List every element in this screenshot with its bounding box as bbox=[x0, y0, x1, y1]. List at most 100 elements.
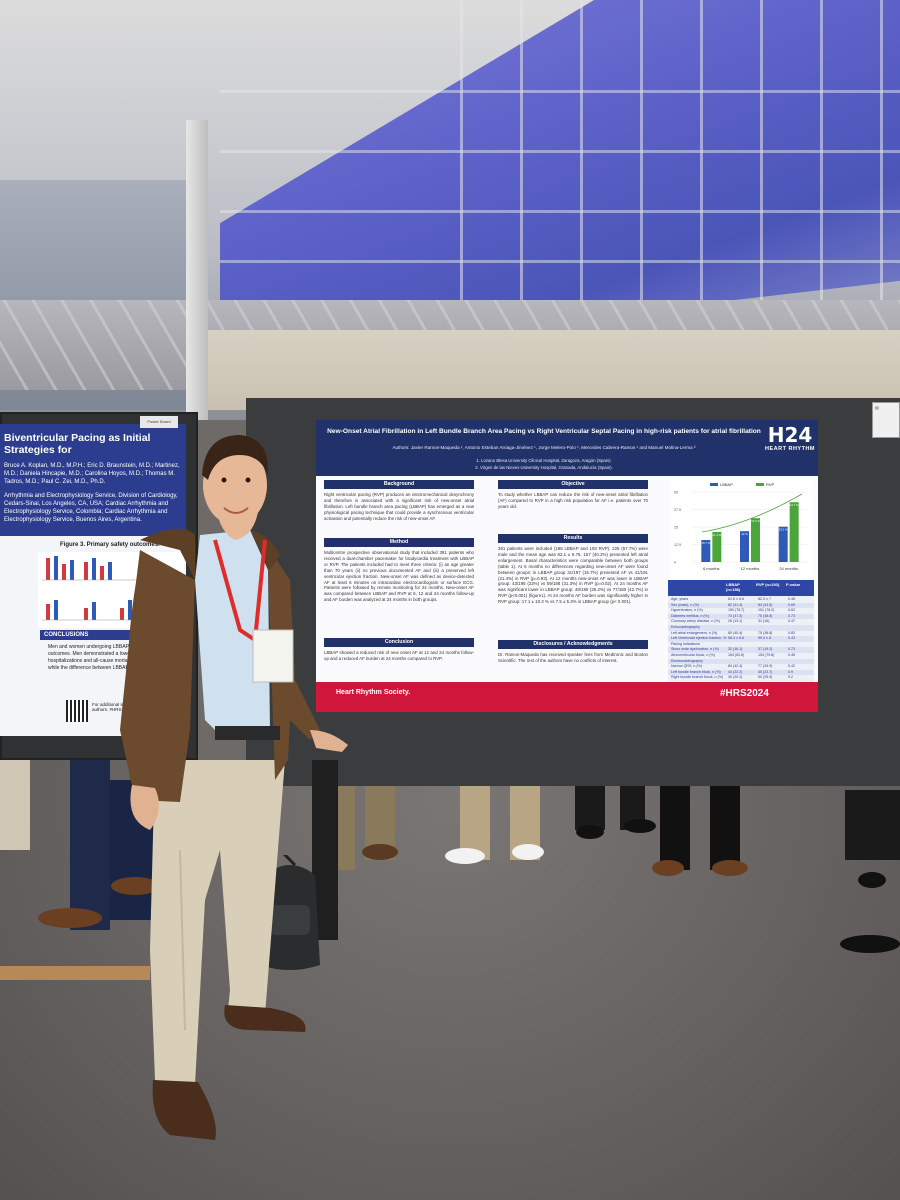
table-row: Narrow QRS, n (%) 84 (42.4) 77 (39.9) 0.42 bbox=[668, 664, 814, 670]
table-cell: 75 (38.8) bbox=[758, 613, 773, 618]
table-row: Left bundle branch block, n (%) 44 (22.2)… bbox=[668, 669, 814, 676]
results-text: 391 patients were included (198 LBBAP an… bbox=[498, 546, 648, 605]
left-arm bbox=[126, 560, 170, 790]
baseline-characteristics-table: LBBAP (n=198) RVP (n=193) P-value Age, y… bbox=[668, 580, 814, 682]
support-pillar bbox=[186, 120, 208, 420]
bar-data-label: 25.2 % bbox=[779, 528, 788, 532]
main-poster: New-Onset Atrial Fibrillation in Left Bu… bbox=[316, 420, 818, 712]
table-cell: Age, years bbox=[671, 597, 689, 601]
heart-rhythm-logo-text: HEART RHYTHM bbox=[765, 446, 815, 452]
legend-lbbap: LBBAP bbox=[720, 482, 733, 487]
table-cell: 0.9 bbox=[788, 669, 793, 674]
y-tick-label: 25 bbox=[674, 526, 678, 530]
method-heading: Method bbox=[324, 538, 474, 547]
table-cell: Sex (male), n (%) bbox=[671, 602, 699, 607]
table-cell: 44 (22.2) bbox=[728, 669, 743, 674]
table-cell: 0.73 bbox=[788, 647, 795, 652]
table-cell: Left atrial enlargement, n (%) bbox=[671, 630, 718, 635]
table-cell: 82 (41.4) bbox=[728, 602, 743, 607]
table-cell: Right bundle branch block, n (%) bbox=[671, 675, 724, 680]
left-poster-figure-title: Figure 3. Primary safety outcomes. bbox=[60, 542, 160, 548]
table-cell: 84 (42.4) bbox=[728, 664, 743, 669]
disclosures-heading: Disclosures / Acknowledgments bbox=[498, 640, 648, 649]
table-cell: 0.43 bbox=[788, 636, 795, 641]
table-cell: Atrioventricular block, n (%) bbox=[671, 653, 715, 657]
y-tick-label: 12.5 bbox=[674, 543, 681, 547]
table-cell: 0.46 bbox=[788, 597, 795, 601]
table-cell: 154 (79.8) bbox=[758, 653, 775, 657]
name-badge bbox=[252, 629, 294, 683]
legend-rvp: RVP bbox=[766, 482, 774, 487]
table-col-lbbap: LBBAP (n=198) bbox=[726, 582, 741, 592]
table-cell: 84 (43.5) bbox=[758, 602, 773, 607]
table-row: Hypertension, n (%) 150 (75.7) 151 (78.2) 0… bbox=[668, 608, 814, 614]
bar-data-label: 31.3 % bbox=[751, 519, 760, 523]
right-shoe bbox=[224, 1005, 306, 1032]
table-cell: 0.47 bbox=[788, 619, 795, 624]
heart-rhythm-logo: H24 HEART RHYTHM bbox=[764, 424, 816, 472]
background-text: Right ventricular pacing (RVP) produces … bbox=[324, 492, 474, 521]
method-text: Multicentre prospective observational st… bbox=[324, 550, 474, 603]
table-cell: Left bundle branch block, n (%) bbox=[671, 669, 721, 674]
left-hand bbox=[130, 785, 159, 830]
bar-lbbap-1 bbox=[740, 531, 749, 562]
table-cell: Pacing indications bbox=[671, 641, 700, 646]
table-cell: 0.42 bbox=[788, 664, 795, 669]
table-cell: 0.69 bbox=[788, 602, 795, 607]
bar-data-label: 42.7 % bbox=[790, 503, 799, 507]
objective-heading: Objective bbox=[498, 480, 648, 489]
table-header: LBBAP (n=198) RVP (n=193) P-value bbox=[668, 580, 814, 596]
table-cell: 31 (16) bbox=[758, 619, 770, 624]
table-row: Diabetes mellitus, n (%) 74 (37.3) 75 (38.… bbox=[668, 613, 814, 620]
new-onset-af-chart: LBBAP RVP 0 12.5 25 37.5 50 15.7 %21.4 % 6 mon… bbox=[670, 480, 812, 580]
table-cell: 0.46 bbox=[788, 653, 795, 657]
back-wall bbox=[200, 330, 900, 410]
table-cell: 26 (13.1) bbox=[728, 619, 743, 624]
table-cell: Electrocardiography bbox=[671, 658, 703, 663]
belt bbox=[215, 726, 280, 740]
khaki-pants bbox=[150, 760, 285, 1085]
trend-line bbox=[701, 493, 803, 533]
board-number-card: ▤ bbox=[872, 402, 900, 438]
table-row: Left Ventricular ejection fraction, % 58.… bbox=[668, 636, 814, 642]
heart-rhythm-logo-mark: H24 bbox=[767, 423, 813, 447]
table-cell: 75 (38.8) bbox=[758, 630, 773, 635]
presenter bbox=[120, 435, 348, 1140]
poster-affiliation-2: 2. Virgen de las Nieves University Hospi… bbox=[475, 465, 613, 470]
table-row: Echocardiography bbox=[668, 625, 814, 631]
left-poster-conclusions-text: Men and women undergoing LBBAP had simil… bbox=[48, 644, 186, 671]
left-poster-header: Biventricular Pacing as Initial Strategi… bbox=[0, 424, 186, 536]
poster-header bbox=[316, 420, 818, 476]
left-poster-affiliation: Arrhythmia and Electrophysiology Service… bbox=[4, 493, 178, 523]
table-cell: 164 (82.8) bbox=[728, 653, 745, 657]
table-cell: 80 (40.4) bbox=[728, 630, 743, 635]
bar-rvp-2 bbox=[789, 502, 799, 562]
table-cell: 150 (75.7) bbox=[728, 608, 745, 613]
legend-swatch-lbbap bbox=[710, 483, 718, 486]
jacket-right bbox=[268, 550, 320, 780]
table-row: Sex (male), n (%) 82 (41.4) 84 (43.5) 0.69 bbox=[668, 602, 814, 609]
x-tick-label: 24 months bbox=[779, 566, 798, 571]
table-cell: 82.3 ± 7 bbox=[758, 597, 771, 601]
table-cell: 74 (37.3) bbox=[728, 613, 743, 618]
conclusion-text: LBBAP showed a reduced risk of new onset… bbox=[324, 650, 474, 661]
y-tick-label: 0 bbox=[674, 561, 676, 565]
table-cell: 40 (20.2) bbox=[728, 675, 743, 680]
background-heading: Background bbox=[324, 480, 474, 489]
pointing-hand bbox=[310, 730, 348, 752]
poster-title: New-Onset Atrial Fibrillation in Left Bu… bbox=[327, 428, 761, 435]
table-row: Sinus node dysfunction, n (%) 32 (16.1) 37… bbox=[668, 647, 814, 653]
table-cell: Diabetes mellitus, n (%) bbox=[671, 613, 709, 618]
shirt bbox=[195, 530, 270, 735]
table-cell: 58.4 ± 6.6 bbox=[728, 636, 744, 641]
table-cell: 0.2 bbox=[788, 675, 793, 680]
objective-text: To study whether LBBAP can reduce the ri… bbox=[498, 492, 648, 509]
conclusion-heading: Conclusion bbox=[324, 638, 474, 647]
lanyard bbox=[213, 539, 267, 644]
table-row: Right bundle branch block, n (%) 40 (20.2… bbox=[668, 675, 814, 681]
heart-rhythm-society-label: Heart Rhythm Society. bbox=[336, 689, 411, 696]
left-poster-authors: Bruce A. Koplan, M.D., M.P.H.; Eric D. B… bbox=[4, 463, 180, 485]
bar-data-label: 15.7 % bbox=[701, 541, 710, 545]
qr-code-icon bbox=[66, 700, 88, 722]
left-shoe bbox=[152, 1080, 216, 1140]
